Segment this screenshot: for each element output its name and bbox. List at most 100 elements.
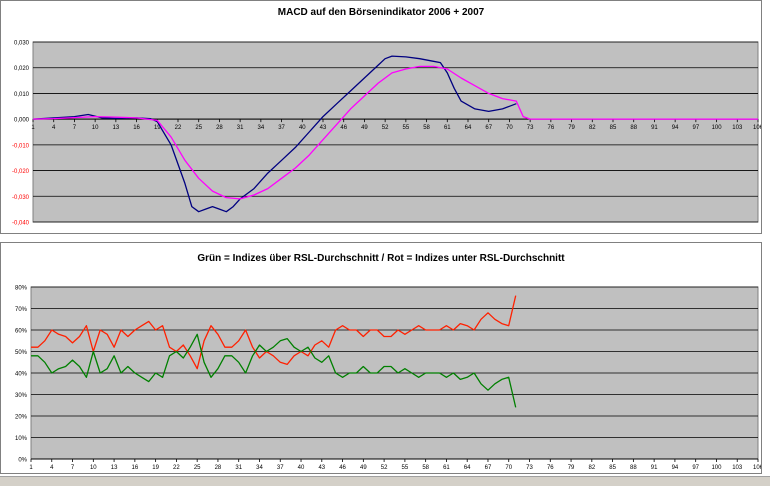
x-tick-label: 97 (693, 125, 700, 131)
series-line-2 (31, 333, 517, 408)
x-tick-label: 25 (194, 465, 201, 471)
x-tick-label: 103 (732, 125, 743, 131)
y-tick-label: 0% (18, 458, 27, 464)
series-line-2 (32, 65, 758, 200)
x-tick-label: 34 (258, 125, 265, 131)
x-tick-label: 76 (547, 465, 554, 471)
plot-area (32, 41, 759, 223)
x-tick-label: 46 (340, 125, 347, 131)
x-tick-label: 43 (318, 465, 325, 471)
x-tick-label: 4 (52, 125, 56, 131)
x-tick-label: 28 (216, 125, 223, 131)
x-tick-label: 28 (215, 465, 222, 471)
macd-chart-svg: 0,030 0,020 0,010 0,000 -0,010 -0,020 -0,030 -0… (12, 41, 761, 227)
x-tick-label: 13 (113, 125, 120, 131)
x-tick-label: 94 (672, 465, 679, 471)
y-tick-label: 50% (15, 350, 28, 356)
x-tick-label: 16 (132, 465, 139, 471)
x-tick-label: 22 (175, 125, 182, 131)
x-tick-label: 19 (154, 125, 161, 131)
y-tick-label: 30% (15, 393, 28, 399)
x-tick-label: 67 (485, 465, 492, 471)
x-tick-label: 61 (444, 125, 451, 131)
rsl-chart-title: Grün = Indizes über RSL-Durchschnitt / R… (197, 253, 565, 264)
x-tick-label: 43 (320, 125, 327, 131)
x-tick-label: 13 (111, 465, 118, 471)
x-tick-label: 106 (753, 125, 761, 131)
x-tick-label: 82 (589, 125, 596, 131)
x-tick-label: 1 (31, 125, 35, 131)
x-tick-label: 49 (360, 465, 367, 471)
y-tick-label: 70% (15, 307, 28, 313)
x-tick-label: 4 (50, 465, 54, 471)
rsl-chart-svg: 80% 70% 60% 50% 40% 30% 20% 10% 0%1 4 7 10 13 16 19 22 2… (15, 286, 761, 472)
y-tick-label: 0,030 (14, 41, 30, 47)
x-tick-label: 100 (712, 125, 723, 131)
x-tick-label: 70 (506, 125, 513, 131)
x-tick-label: 46 (339, 465, 346, 471)
series-line-1 (31, 295, 517, 370)
y-tick-label: 20% (15, 415, 28, 421)
y-tick-label: 0,020 (14, 66, 30, 72)
x-tick-label: 25 (195, 125, 202, 131)
y-tick-label: 10% (15, 436, 28, 442)
x-tick-label: 37 (278, 125, 285, 131)
x-tick-label: 55 (402, 465, 409, 471)
x-tick-label: 40 (299, 125, 306, 131)
x-tick-label: 7 (71, 465, 75, 471)
x-tick-label: 88 (630, 125, 637, 131)
x-tick-label: 100 (711, 465, 722, 471)
y-tick-label: -0,010 (12, 143, 30, 149)
x-tick-label: 85 (610, 125, 617, 131)
x-tick-label: 73 (526, 465, 533, 471)
macd-chart-title: MACD auf den Börsenindikator 2006 + 2007 (277, 7, 485, 18)
x-tick-label: 91 (651, 125, 658, 131)
x-tick-label: 37 (277, 465, 284, 471)
x-tick-label: 94 (672, 125, 679, 131)
x-tick-label: 91 (651, 465, 658, 471)
x-tick-label: 61 (443, 465, 450, 471)
x-tick-label: 10 (90, 465, 97, 471)
x-tick-label: 31 (237, 125, 244, 131)
series-line-1 (32, 55, 517, 213)
x-tick-label: 40 (298, 465, 305, 471)
x-tick-label: 103 (732, 465, 743, 471)
status-bar (0, 476, 770, 486)
x-tick-label: 79 (568, 465, 575, 471)
x-tick-label: 7 (73, 125, 77, 131)
x-tick-label: 73 (527, 125, 534, 131)
x-tick-label: 22 (173, 465, 180, 471)
y-tick-label: 0,000 (14, 118, 30, 124)
x-tick-label: 97 (692, 465, 699, 471)
x-tick-label: 19 (152, 465, 159, 471)
x-tick-label: 64 (464, 465, 471, 471)
x-tick-label: 106 (753, 465, 761, 471)
x-tick-label: 58 (423, 125, 430, 131)
x-tick-label: 58 (422, 465, 429, 471)
y-tick-label: -0,030 (12, 195, 30, 201)
x-tick-label: 55 (403, 125, 410, 131)
macd-chart: MACD auf den Börsenindikator 2006 + 2007… (0, 0, 762, 234)
x-tick-label: 82 (588, 465, 595, 471)
x-tick-label: 79 (568, 125, 575, 131)
y-tick-label: -0,020 (12, 169, 30, 175)
y-tick-label: -0,040 (12, 221, 30, 227)
x-tick-label: 52 (381, 465, 388, 471)
x-tick-label: 34 (256, 465, 263, 471)
x-tick-label: 64 (465, 125, 472, 131)
x-tick-label: 49 (361, 125, 368, 131)
x-tick-label: 88 (630, 465, 637, 471)
x-tick-label: 16 (133, 125, 140, 131)
y-tick-label: 40% (15, 372, 28, 378)
x-tick-label: 67 (485, 125, 492, 131)
x-tick-label: 31 (235, 465, 242, 471)
x-tick-label: 76 (548, 125, 555, 131)
rsl-chart: Grün = Indizes über RSL-Durchschnitt / R… (0, 242, 762, 474)
x-tick-label: 70 (505, 465, 512, 471)
x-tick-label: 52 (382, 125, 389, 131)
x-tick-label: 85 (609, 465, 616, 471)
y-tick-label: 60% (15, 329, 28, 335)
x-tick-label: 10 (92, 125, 99, 131)
x-tick-label: 1 (29, 465, 33, 471)
y-tick-label: 80% (15, 286, 28, 292)
